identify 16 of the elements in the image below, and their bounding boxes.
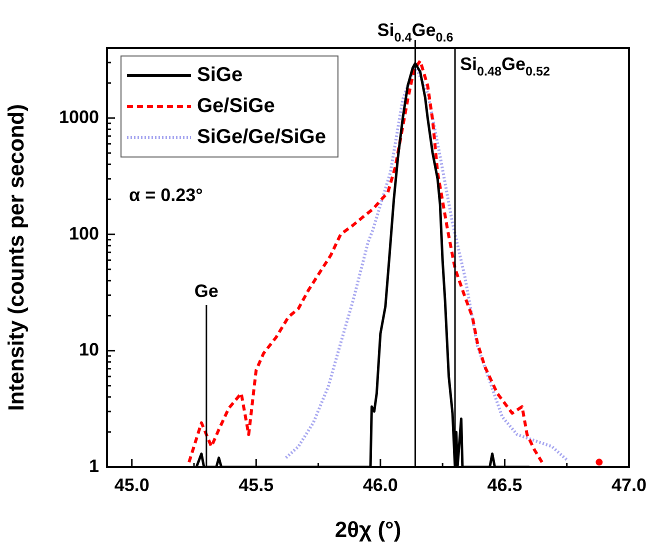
- x-tick-label: 45.0: [114, 474, 150, 495]
- y-axis-title: Intensity (counts per second): [3, 104, 28, 411]
- x-tick-label: 46.5: [487, 474, 522, 495]
- y-tick-label: 1000: [58, 107, 99, 127]
- x-tick-label: 45.5: [238, 474, 274, 495]
- legend-label: SiGe/Ge/SiGe: [197, 126, 326, 148]
- x-tick-label: 46.0: [362, 474, 398, 495]
- legend-label: Ge/SiGe: [197, 95, 275, 118]
- ref-line-label: Ge: [194, 281, 218, 301]
- x-tick-label: 47.0: [611, 474, 647, 495]
- legend-label: SiGe: [197, 64, 243, 86]
- x-axis-title: 2θχ (°): [334, 516, 402, 542]
- y-tick-label: 100: [68, 223, 99, 244]
- y-tick-label: 10: [78, 340, 99, 360]
- y-tick-label: 1: [88, 456, 99, 476]
- annotation: α = 0.23°: [129, 185, 203, 205]
